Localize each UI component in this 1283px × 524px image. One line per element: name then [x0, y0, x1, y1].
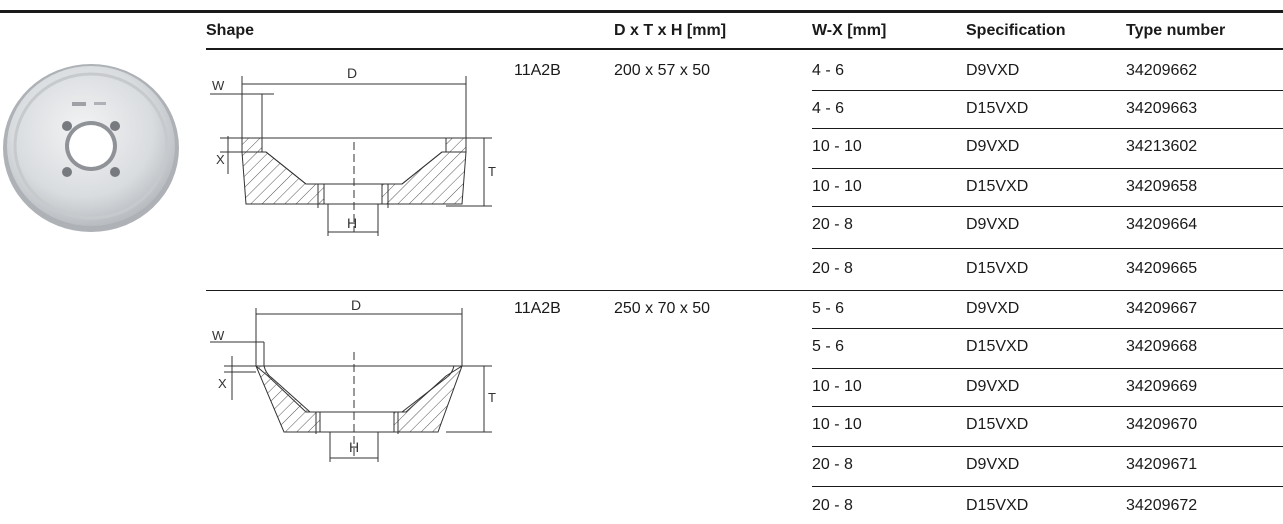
table-row-7-wx: 5 - 6	[812, 300, 845, 317]
table-row-1-spec: D9VXD	[966, 62, 1020, 79]
drawing-2-label-h: H	[349, 439, 359, 455]
table-row-11-spec: D9VXD	[966, 456, 1020, 473]
table-row-9-type: 34209669	[1126, 378, 1198, 395]
table-row-6-wx: 20 - 8	[812, 260, 853, 277]
drawing-2-label-x: X	[218, 376, 227, 391]
table-row-12-type: 34209672	[1126, 497, 1198, 514]
table-row-3-wx: 10 - 10	[812, 138, 862, 155]
table-row-4-spec: D15VXD	[966, 178, 1029, 195]
table-row-8-wx: 5 - 6	[812, 338, 845, 355]
drawing-1-label-x: X	[216, 152, 225, 167]
table-row-1-type: 34209662	[1126, 62, 1198, 79]
table-row-7-spec: D9VXD	[966, 300, 1020, 317]
group-separator	[206, 290, 1283, 291]
group-1-shape-code: 11A2B	[514, 62, 561, 79]
drawing-1-label-h: H	[347, 215, 357, 231]
table-row-5-wx: 20 - 8	[812, 216, 853, 233]
row-separator	[812, 486, 1283, 487]
group-1-dims: 200 x 57 x 50	[614, 62, 711, 79]
drawing-2-label-t: T	[488, 390, 496, 405]
table-row-12-wx: 20 - 8	[812, 497, 853, 514]
table-row-3-type: 34213602	[1126, 138, 1198, 155]
header-dims: D x T x H [mm]	[614, 22, 727, 39]
row-separator	[812, 406, 1283, 407]
row-separator	[812, 368, 1283, 369]
header-shape: Shape	[206, 22, 255, 39]
header-type-number: Type number	[1126, 22, 1226, 39]
table-row-8-spec: D15VXD	[966, 338, 1029, 355]
grinding-wheel-photo	[3, 64, 179, 232]
table-row-10-spec: D15VXD	[966, 416, 1029, 433]
table-row-11-wx: 20 - 8	[812, 456, 853, 473]
drawing-1-label-t: T	[488, 164, 496, 179]
shape-drawing-1: D W X T H	[210, 65, 496, 236]
table-row-7-type: 34209667	[1126, 300, 1198, 317]
row-separator	[812, 128, 1283, 129]
table-row-2-spec: D15VXD	[966, 100, 1029, 117]
table-row-1-wx: 4 - 6	[812, 62, 845, 79]
drawing-2-label-w: W	[212, 328, 225, 343]
row-separator	[812, 90, 1283, 91]
table-row-6-type: 34209665	[1126, 260, 1198, 277]
header-rule	[206, 48, 1283, 50]
table-row-2-type: 34209663	[1126, 100, 1198, 117]
shape-drawing-2: D W X T H	[210, 297, 496, 462]
row-separator	[812, 328, 1283, 329]
table-row-4-type: 34209658	[1126, 178, 1198, 195]
row-separator	[812, 446, 1283, 447]
group-2-dims: 250 x 70 x 50	[614, 300, 711, 317]
row-separator	[812, 206, 1283, 207]
table-row-11-type: 34209671	[1126, 456, 1198, 473]
header-wx: W-X [mm]	[812, 22, 887, 39]
table-row-5-spec: D9VXD	[966, 216, 1020, 233]
table-row-9-spec: D9VXD	[966, 378, 1020, 395]
table-top-rule	[0, 10, 1283, 13]
table-row-9-wx: 10 - 10	[812, 378, 862, 395]
table-row-5-type: 34209664	[1126, 216, 1198, 233]
table-row-6-spec: D15VXD	[966, 260, 1029, 277]
table-row-10-wx: 10 - 10	[812, 416, 862, 433]
header-specification: Specification	[966, 22, 1066, 39]
drawing-2-label-d: D	[351, 297, 361, 313]
drawing-1-label-d: D	[347, 65, 357, 81]
table-row-8-type: 34209668	[1126, 338, 1198, 355]
table-row-4-wx: 10 - 10	[812, 178, 862, 195]
row-separator	[812, 168, 1283, 169]
table-row-2-wx: 4 - 6	[812, 100, 845, 117]
group-2-shape-code: 11A2B	[514, 300, 561, 317]
row-separator	[812, 248, 1283, 249]
table-row-3-spec: D9VXD	[966, 138, 1020, 155]
drawing-1-label-w: W	[212, 78, 225, 93]
table-row-12-spec: D15VXD	[966, 497, 1029, 514]
table-row-10-type: 34209670	[1126, 416, 1198, 433]
